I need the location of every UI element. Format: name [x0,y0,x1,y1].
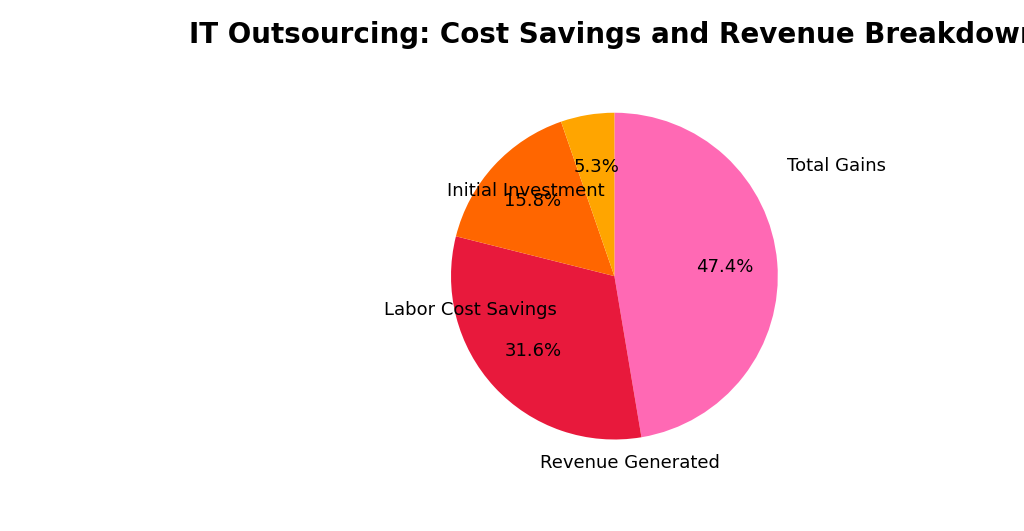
Text: Total Gains: Total Gains [786,157,886,175]
Text: 31.6%: 31.6% [504,342,561,361]
Wedge shape [456,122,614,276]
Text: Initial Investment: Initial Investment [447,182,605,200]
Text: Revenue Generated: Revenue Generated [540,454,720,472]
Wedge shape [614,113,778,437]
Text: 5.3%: 5.3% [573,158,618,176]
Text: Labor Cost Savings: Labor Cost Savings [384,301,557,319]
Wedge shape [561,113,614,276]
Text: 15.8%: 15.8% [504,192,561,210]
Wedge shape [451,236,641,440]
Title: IT Outsourcing: Cost Savings and Revenue Breakdown: IT Outsourcing: Cost Savings and Revenue… [189,21,1024,49]
Text: 47.4%: 47.4% [696,258,754,276]
